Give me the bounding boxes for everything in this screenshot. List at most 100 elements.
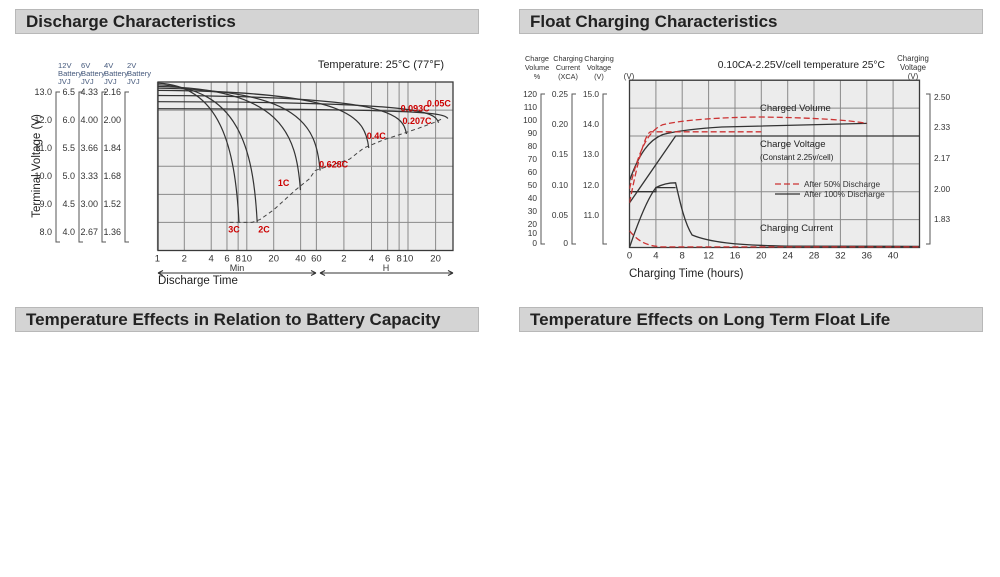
svg-text:0: 0 (563, 238, 568, 248)
svg-text:1.52: 1.52 (103, 199, 121, 209)
svg-text:5.0: 5.0 (62, 171, 75, 181)
svg-text:120: 120 (523, 89, 537, 99)
svg-text:3.66: 3.66 (80, 143, 98, 153)
svg-text:15.0: 15.0 (583, 89, 600, 99)
svg-text:(XCA): (XCA) (558, 72, 578, 81)
svg-text:0: 0 (627, 251, 632, 262)
svg-text:60: 60 (311, 254, 322, 265)
svg-text:40: 40 (888, 251, 899, 262)
svg-text:8: 8 (396, 254, 401, 265)
svg-text:32: 32 (835, 251, 846, 262)
svg-text:0.207C: 0.207C (403, 116, 433, 126)
svg-text:6.5: 6.5 (62, 87, 75, 97)
svg-text:JVJ: JVJ (81, 77, 94, 86)
svg-text:Discharge Time: Discharge Time (158, 275, 238, 287)
svg-text:3.33: 3.33 (80, 171, 98, 181)
svg-text:40: 40 (528, 193, 538, 203)
svg-text:1.83: 1.83 (934, 214, 951, 224)
svg-text:0.20: 0.20 (552, 119, 569, 129)
svg-text:70: 70 (528, 154, 538, 164)
svg-text:100: 100 (523, 115, 537, 125)
svg-text:Charging: Charging (553, 54, 583, 63)
svg-text:(V): (V) (594, 72, 604, 81)
svg-text:0.093C: 0.093C (401, 104, 431, 114)
svg-text:%: % (534, 72, 541, 81)
svg-text:13.0: 13.0 (583, 149, 600, 159)
svg-text:110: 110 (524, 102, 538, 112)
svg-text:13.0: 13.0 (34, 87, 52, 97)
svg-text:4: 4 (653, 251, 658, 262)
svg-text:JVJ: JVJ (127, 77, 140, 86)
svg-text:30: 30 (528, 206, 538, 216)
svg-text:(Constant 2.25v/cell): (Constant 2.25v/cell) (760, 153, 834, 162)
svg-text:Charging: Charging (897, 54, 929, 63)
svg-text:8: 8 (680, 251, 685, 262)
svg-text:2.67: 2.67 (80, 227, 98, 237)
svg-text:Temperature: 25°C (77°F): Temperature: 25°C (77°F) (318, 59, 444, 71)
svg-text:8.0: 8.0 (39, 227, 52, 237)
svg-text:2: 2 (341, 254, 346, 265)
svg-text:2C: 2C (258, 224, 270, 234)
svg-text:JVJ: JVJ (58, 77, 71, 86)
svg-text:0.05C: 0.05C (427, 99, 452, 109)
svg-text:Charge: Charge (525, 54, 549, 63)
svg-text:1C: 1C (278, 178, 290, 188)
svg-text:16: 16 (730, 251, 741, 262)
svg-text:28: 28 (809, 251, 820, 262)
svg-text:Volume: Volume (525, 63, 549, 72)
svg-text:50: 50 (528, 180, 538, 190)
svg-text:0.25: 0.25 (552, 89, 569, 99)
svg-text:1: 1 (155, 254, 160, 265)
svg-text:Charging Current: Charging Current (760, 223, 833, 234)
svg-text:90: 90 (528, 128, 538, 138)
svg-text:11.0: 11.0 (583, 210, 599, 220)
svg-text:Voltage: Voltage (587, 63, 611, 72)
svg-text:12.0: 12.0 (583, 180, 600, 190)
svg-text:60: 60 (528, 167, 538, 177)
svg-text:4: 4 (209, 254, 214, 265)
svg-text:2.50: 2.50 (934, 92, 951, 102)
svg-text:40: 40 (295, 254, 306, 265)
svg-text:0.15: 0.15 (552, 149, 569, 159)
svg-text:Terminal Voltage (V): Terminal Voltage (V) (31, 114, 43, 218)
svg-text:H: H (383, 263, 390, 273)
svg-text:4.0: 4.0 (62, 227, 75, 237)
svg-text:2.16: 2.16 (103, 87, 121, 97)
svg-text:4.33: 4.33 (80, 87, 98, 97)
svg-text:2.00: 2.00 (934, 184, 951, 194)
svg-text:Charging: Charging (584, 54, 614, 63)
svg-text:4.5: 4.5 (62, 199, 75, 209)
svg-text:After 50% Discharge: After 50% Discharge (804, 179, 880, 189)
svg-text:10: 10 (528, 228, 538, 238)
svg-text:Current: Current (556, 63, 580, 72)
svg-text:Voltage: Voltage (900, 63, 926, 72)
svg-text:3.00: 3.00 (80, 199, 98, 209)
svg-text:4: 4 (369, 254, 374, 265)
svg-text:Charge Voltage: Charge Voltage (760, 139, 826, 150)
svg-text:1.36: 1.36 (103, 227, 121, 237)
svg-text:0.4C: 0.4C (367, 131, 387, 141)
svg-text:10: 10 (403, 254, 414, 265)
svg-text:0.628C: 0.628C (319, 160, 349, 170)
svg-text:3C: 3C (228, 224, 240, 234)
svg-text:24: 24 (782, 251, 793, 262)
svg-text:After 100% Discharge: After 100% Discharge (804, 189, 885, 199)
svg-text:5.5: 5.5 (62, 143, 75, 153)
svg-text:20: 20 (430, 254, 441, 265)
svg-text:Min: Min (230, 263, 245, 273)
svg-text:JVJ: JVJ (104, 77, 117, 86)
svg-text:6.0: 6.0 (62, 115, 75, 125)
svg-text:1.84: 1.84 (103, 143, 121, 153)
svg-text:0.10: 0.10 (552, 180, 569, 190)
svg-text:0: 0 (532, 238, 537, 248)
svg-text:36: 36 (862, 251, 873, 262)
svg-text:20: 20 (268, 254, 279, 265)
svg-text:0.05: 0.05 (552, 210, 569, 220)
svg-text:2: 2 (182, 254, 187, 265)
svg-text:Charged Volume: Charged Volume (760, 103, 831, 114)
svg-text:14.0: 14.0 (583, 119, 600, 129)
svg-text:4.00: 4.00 (80, 115, 98, 125)
svg-text:Charging Time (hours): Charging Time (hours) (629, 268, 744, 280)
svg-text:1.68: 1.68 (103, 171, 121, 181)
svg-text:2.17: 2.17 (934, 153, 951, 163)
